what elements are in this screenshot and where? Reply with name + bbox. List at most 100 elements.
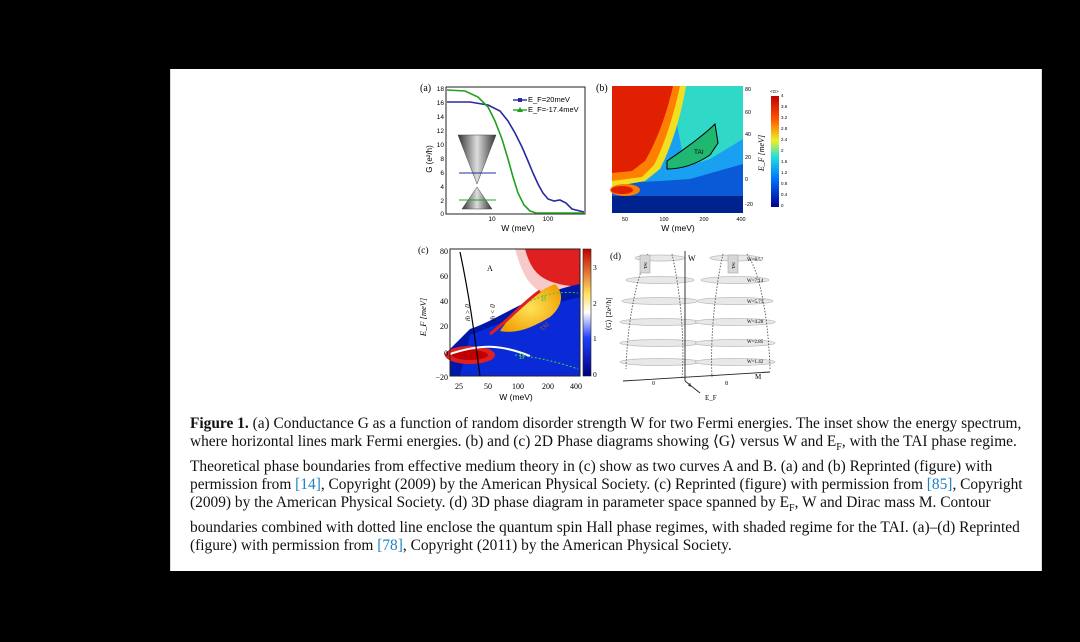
ytick: 4: [440, 184, 444, 191]
tai-label-left: TAI: [643, 262, 648, 269]
caption-text-6: , Copyright (2011) by the American Physi…: [402, 536, 732, 554]
panel-a-xtick: 10: [488, 216, 496, 223]
curve-label-b2: B: [519, 352, 524, 361]
boundary-curve-a: [459, 251, 481, 377]
boundary-curve-b-upper: [529, 291, 579, 302]
w-level: W=5.71: [747, 300, 764, 305]
panel-b: (b) TAI 50 100 200 400 W (meV) 80 60 40: [596, 83, 788, 233]
boundary-curve-b-lower: [514, 354, 579, 370]
w-level: W=2.85: [747, 340, 764, 345]
panel-c: (c) A B B TAI m̄ > 0 m̄ < 0 80 60 4: [418, 245, 613, 402]
panel-b-tai-label: TAI: [694, 149, 704, 156]
ytick: 80: [745, 87, 751, 93]
phase-slices: [619, 254, 776, 366]
m-tick: 8: [725, 381, 728, 387]
curve-label-b: B: [541, 294, 546, 303]
panel-a-yticks: 18 16 14 12 10 8 6 4 2 0: [437, 86, 445, 218]
tai-label-right: TAI: [731, 262, 736, 269]
panel-c-colorbar: [582, 248, 592, 377]
xtick: 50: [622, 217, 628, 223]
panel-a: (a) 18 16 14 12 10 8 6 4 2 0 G (e²/h) 10…: [420, 83, 586, 233]
xtick: 400: [570, 382, 582, 391]
ytick: 10: [437, 142, 445, 149]
ytick: 16: [437, 100, 445, 107]
citation-78[interactable]: [78]: [377, 536, 403, 554]
ytick: 18: [437, 86, 445, 93]
xtick: 100: [512, 382, 524, 391]
cbar-tick: 3: [593, 263, 597, 272]
caption-text-4: , Copyright (2009) by the American Physi…: [190, 475, 1023, 512]
ytick: −20: [435, 373, 448, 382]
mass-negative-label: m̄ < 0: [489, 304, 497, 321]
ytick: 6: [440, 170, 444, 177]
cbar-tick: 0: [593, 370, 597, 379]
ytick: 12: [437, 128, 445, 135]
phase-boundary-dotted: [625, 253, 771, 378]
cbar-tick: 3.2: [781, 115, 788, 120]
xtick: 25: [455, 382, 463, 391]
caption-label: Figure 1.: [190, 415, 249, 432]
cbar-tick: 3.6: [781, 104, 788, 109]
panel-d: (d) TAI TAI: [610, 251, 776, 402]
ytick: 20: [440, 322, 448, 331]
panel-b-xticks: 50 100 200 400: [622, 217, 746, 223]
cbar-tick: 1: [593, 334, 597, 343]
ytick: 60: [440, 272, 448, 281]
cbar-tick: 0.8: [781, 181, 788, 186]
m-ticks: 0 4 8: [652, 381, 728, 389]
caption-text-3: , Copyright (2009) by the American Physi…: [320, 475, 927, 493]
series-ef-20mev: [447, 101, 585, 213]
ytick: 20: [745, 155, 751, 161]
cbar-tick: 2.8: [781, 126, 788, 131]
caption-text-2: , with the TAI phase regime. Theoretical…: [190, 433, 1017, 493]
paper-page: (a) 18 16 14 12 10 8 6 4 2 0 G (e²/h) 10…: [170, 69, 1042, 571]
legend-ef-m17: E_F=-17.4meV: [528, 105, 579, 114]
ef-axis-label: E_F: [705, 394, 717, 402]
panel-b-colorbar: [771, 96, 779, 207]
ytick: 0: [745, 177, 748, 183]
panel-a-label: (a): [420, 83, 431, 94]
w-level: W=7.14: [747, 279, 764, 284]
ytick: 60: [745, 110, 751, 116]
panel-b-xlabel: W (meV): [661, 223, 695, 233]
caption-text-1: (a) Conductance G as a function of rando…: [190, 415, 1022, 451]
citation-85[interactable]: [85]: [926, 475, 953, 493]
citation-14[interactable]: [14]: [295, 475, 321, 493]
ytick: 0: [444, 349, 448, 358]
panel-a-xlabel: W (meV): [501, 223, 535, 233]
cbar-tick: 2: [781, 148, 784, 153]
ytick: 8: [440, 156, 444, 163]
cbar-tick: 1.2: [781, 170, 788, 175]
panel-b-cbar-ticks: 4 3.6 3.2 2.8 2.4 2 1.6 1.2 0.8 0.4 0: [781, 93, 788, 208]
ytick: 40: [745, 132, 751, 138]
cbar-tick: 0: [781, 203, 784, 208]
panel-c-label: (c): [418, 245, 429, 256]
cbar-tick: 2.4: [781, 137, 788, 142]
ytick: 0: [440, 211, 444, 218]
curve-label-a: A: [487, 264, 493, 273]
cbar-tick: 2: [593, 299, 597, 308]
w-level: W=1.42: [747, 360, 764, 365]
panel-b-yticks: 80 60 40 20 0 -20: [745, 87, 753, 208]
panel-c-xticks: 25 50 100 200 400: [455, 382, 582, 391]
ytick: -20: [745, 202, 753, 208]
ytick: 80: [440, 247, 448, 256]
w-level: W=8.57: [747, 258, 764, 263]
ef-axis: [684, 380, 701, 394]
ytick: 40: [440, 297, 448, 306]
figure-caption: Figure 1. (a) Conductance G as a functio…: [190, 415, 1023, 554]
xtick: 200: [699, 217, 708, 223]
legend-ef-20: E_F=20meV: [528, 95, 570, 104]
panel-c-cbar-title: ⟨G⟩ [2e²/h]: [604, 297, 613, 330]
xtick: 400: [736, 217, 745, 223]
m-axis: [622, 371, 771, 382]
panel-d-label: (d): [610, 251, 621, 262]
w-axis-label: W: [688, 254, 696, 263]
panel-c-ylabel: E_F [meV]: [418, 298, 428, 337]
ytick: 2: [440, 198, 444, 205]
energy-spectrum-inset: [457, 134, 497, 210]
ytick: 14: [437, 114, 445, 121]
panel-b-cbar-title: <G>: [770, 89, 779, 94]
panel-c-tai-label: TAI: [539, 322, 550, 333]
panel-a-ylabel: G (e²/h): [425, 145, 434, 173]
